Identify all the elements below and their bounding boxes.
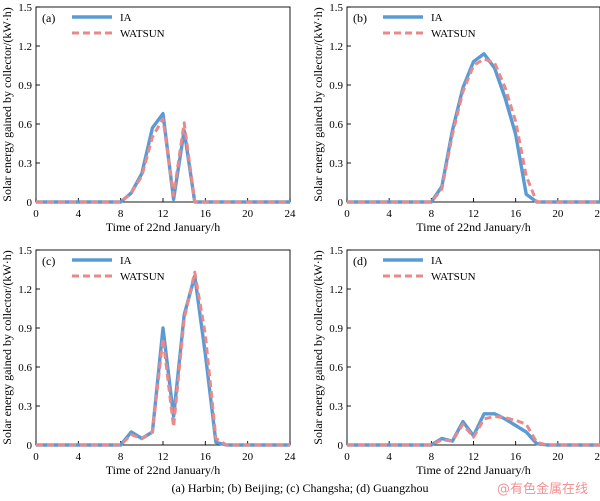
y-tick-label: 0 xyxy=(338,440,344,452)
x-tick-label: 4 xyxy=(386,208,392,220)
chart-panel-4: 0 0.3 0.6 0.9 1.2 1.5 0 4 8 12 16 20 24 Time of 22nd … xyxy=(311,245,600,477)
x-tick-label: 4 xyxy=(386,451,392,463)
x-tick-label: 4 xyxy=(76,208,82,220)
x-tick-label: 4 xyxy=(76,451,82,463)
x-tick-label: 8 xyxy=(429,208,435,220)
legend-label-ia: IA xyxy=(431,255,443,267)
y-tick-label: 0.3 xyxy=(329,158,343,170)
y-tick-label: 0.9 xyxy=(18,323,32,335)
y-tick-label: 0.6 xyxy=(18,362,32,374)
x-tick-label: 12 xyxy=(158,451,169,463)
y-tick-label: 0 xyxy=(338,197,344,209)
x-tick-label: 20 xyxy=(242,208,254,220)
x-tick-label: 24 xyxy=(595,451,600,463)
panel-label: (d) xyxy=(353,254,367,268)
legend-label-watsun: WATSUN xyxy=(431,271,476,283)
legend-label-ia: IA xyxy=(120,12,132,24)
x-tick-label: 8 xyxy=(429,451,435,463)
panel-label: (c) xyxy=(42,254,55,268)
x-tick-label: 16 xyxy=(200,208,212,220)
x-axis-title: Time of 22nd January/h xyxy=(106,220,221,234)
y-axis-title: Solar energy gained by collector/(kW·h) xyxy=(0,250,14,444)
x-tick-label: 8 xyxy=(118,208,124,220)
y-tick-label: 1.2 xyxy=(329,41,343,53)
series-line-watsun xyxy=(347,57,600,204)
y-tick-label: 0.9 xyxy=(329,80,343,92)
watermark: @有色金属在线 xyxy=(496,482,588,497)
x-tick-label: 16 xyxy=(510,451,522,463)
y-axis-title: Solar energy gained by collector/(kW·h) xyxy=(311,250,325,444)
x-tick-label: 16 xyxy=(510,208,522,220)
x-tick-label: 24 xyxy=(595,208,600,220)
legend-label-watsun: WATSUN xyxy=(120,271,165,283)
legend-label-watsun: WATSUN xyxy=(120,28,165,40)
y-tick-label: 0 xyxy=(27,440,33,452)
legend-label-ia: IA xyxy=(120,255,132,267)
x-tick-label: 12 xyxy=(158,208,169,220)
x-tick-label: 20 xyxy=(242,451,254,463)
x-axis-title: Time of 22nd January/h xyxy=(416,463,531,477)
y-axis-title: Solar energy gained by collector/(kW·h) xyxy=(311,7,325,201)
x-tick-label: 0 xyxy=(344,451,350,463)
y-tick-label: 0.9 xyxy=(329,323,343,335)
y-tick-label: 0.6 xyxy=(329,119,343,131)
y-tick-label: 1.2 xyxy=(18,284,32,296)
y-tick-label: 1.5 xyxy=(329,245,343,257)
series-line-ia xyxy=(347,412,600,447)
legend-label-watsun: WATSUN xyxy=(431,28,476,40)
x-tick-label: 24 xyxy=(285,208,297,220)
x-tick-label: 12 xyxy=(468,208,479,220)
x-tick-label: 24 xyxy=(285,451,297,463)
y-tick-label: 1.2 xyxy=(18,41,32,53)
figure-caption: (a) Harbin; (b) Beijing; (c) Changsha; (… xyxy=(171,481,429,495)
x-tick-label: 12 xyxy=(468,451,479,463)
figure: 0 0.3 0.6 0.9 1.2 1.5 0 4 8 12 16 20 24 Time of 22nd … xyxy=(0,2,600,477)
panel-label: (b) xyxy=(353,11,367,25)
y-tick-label: 0.3 xyxy=(18,401,32,413)
series-line-ia xyxy=(347,52,600,204)
y-tick-label: 1.5 xyxy=(329,2,343,14)
chart-panel-1: 0 0.3 0.6 0.9 1.2 1.5 0 4 8 12 16 20 24 Time of 22nd … xyxy=(0,2,296,234)
y-tick-label: 0.6 xyxy=(18,119,32,131)
y-tick-label: 0 xyxy=(27,197,33,209)
series-line-watsun xyxy=(347,414,600,447)
x-tick-label: 20 xyxy=(552,451,564,463)
series-line-watsun xyxy=(36,270,290,447)
y-tick-label: 1.5 xyxy=(18,245,32,257)
y-tick-label: 1.5 xyxy=(18,2,32,14)
x-axis-title: Time of 22nd January/h xyxy=(106,463,221,477)
x-tick-label: 16 xyxy=(200,451,212,463)
legend-label-ia: IA xyxy=(431,12,443,24)
panel-label: (a) xyxy=(42,11,55,25)
y-tick-label: 0.3 xyxy=(18,158,32,170)
y-tick-label: 1.2 xyxy=(329,284,343,296)
x-axis-title: Time of 22nd January/h xyxy=(416,220,531,234)
y-tick-label: 0.6 xyxy=(329,362,343,374)
x-tick-label: 0 xyxy=(344,208,350,220)
series-line-watsun xyxy=(36,117,290,204)
series-line-ia xyxy=(36,274,290,447)
chart-panel-2: 0 0.3 0.6 0.9 1.2 1.5 0 4 8 12 16 20 24 Time of 22nd … xyxy=(311,2,600,234)
chart-panel-3: 0 0.3 0.6 0.9 1.2 1.5 0 4 8 12 16 20 24 Time of 22nd … xyxy=(0,245,296,477)
y-tick-label: 0.3 xyxy=(329,401,343,413)
x-tick-label: 0 xyxy=(33,208,39,220)
y-axis-title: Solar energy gained by collector/(kW·h) xyxy=(0,7,14,201)
y-tick-label: 0.9 xyxy=(18,80,32,92)
x-tick-label: 8 xyxy=(118,451,124,463)
x-tick-label: 0 xyxy=(33,451,39,463)
x-tick-label: 20 xyxy=(552,208,564,220)
